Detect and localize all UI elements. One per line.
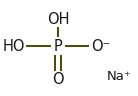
Text: P: P xyxy=(54,39,62,54)
Text: O: O xyxy=(52,72,64,87)
Text: O⁻: O⁻ xyxy=(91,39,110,54)
Text: HO: HO xyxy=(2,39,25,54)
Text: OH: OH xyxy=(47,12,69,27)
Text: Na⁺: Na⁺ xyxy=(106,70,131,83)
